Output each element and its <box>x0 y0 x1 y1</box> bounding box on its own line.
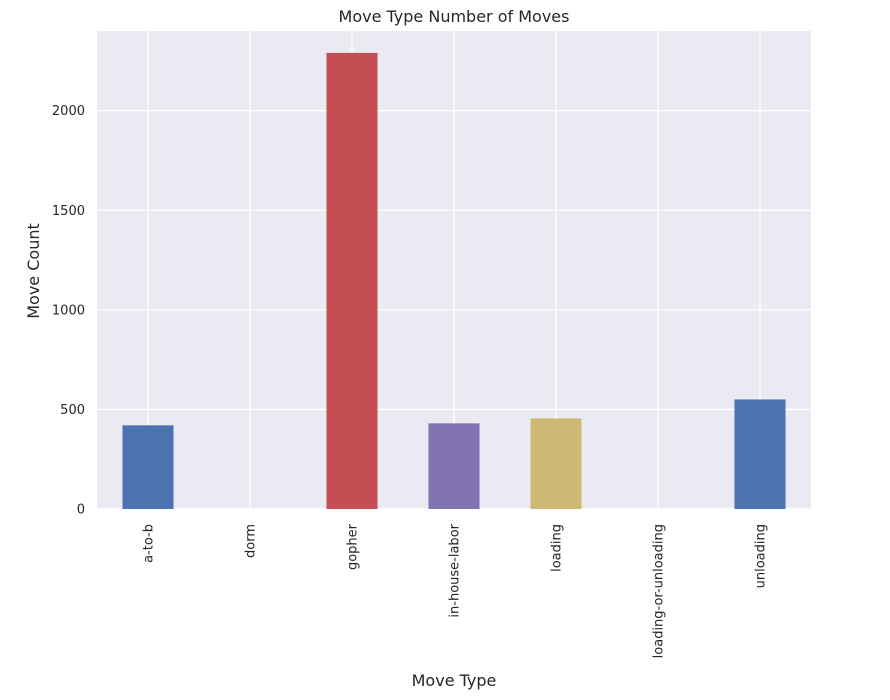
x-tick-label: dorm <box>244 524 259 558</box>
x-tick-label: loading <box>550 524 565 572</box>
bar-unloading <box>734 399 786 509</box>
x-tick-label: in-house-labor <box>448 523 463 617</box>
x-tick-label: unloading <box>754 524 769 588</box>
x-tick-label: loading-or-unloading <box>652 524 667 658</box>
x-axis-label: Move Type <box>412 671 497 690</box>
y-tick-labels: 0 500 1000 1500 2000 <box>52 104 85 517</box>
chart-title: Move Type Number of Moves <box>339 7 570 26</box>
bar-in-house-labor <box>428 423 480 509</box>
bar-a-to-b <box>122 425 174 509</box>
y-tick-label: 1500 <box>52 204 85 219</box>
bars <box>122 52 786 510</box>
y-tick-label: 0 <box>77 503 85 518</box>
y-axis-label: Move Count <box>24 223 43 319</box>
x-tick-labels: a-to-b dorm gopher in-house-labor loading loa… <box>142 523 769 658</box>
bar-loading <box>530 418 582 509</box>
y-tick-label: 1000 <box>52 303 85 318</box>
x-tick-label: a-to-b <box>142 524 157 563</box>
x-tick-label: gopher <box>346 523 361 570</box>
y-tick-label: 2000 <box>52 104 85 119</box>
bar-gopher <box>326 52 378 510</box>
y-tick-label: 500 <box>60 403 85 418</box>
